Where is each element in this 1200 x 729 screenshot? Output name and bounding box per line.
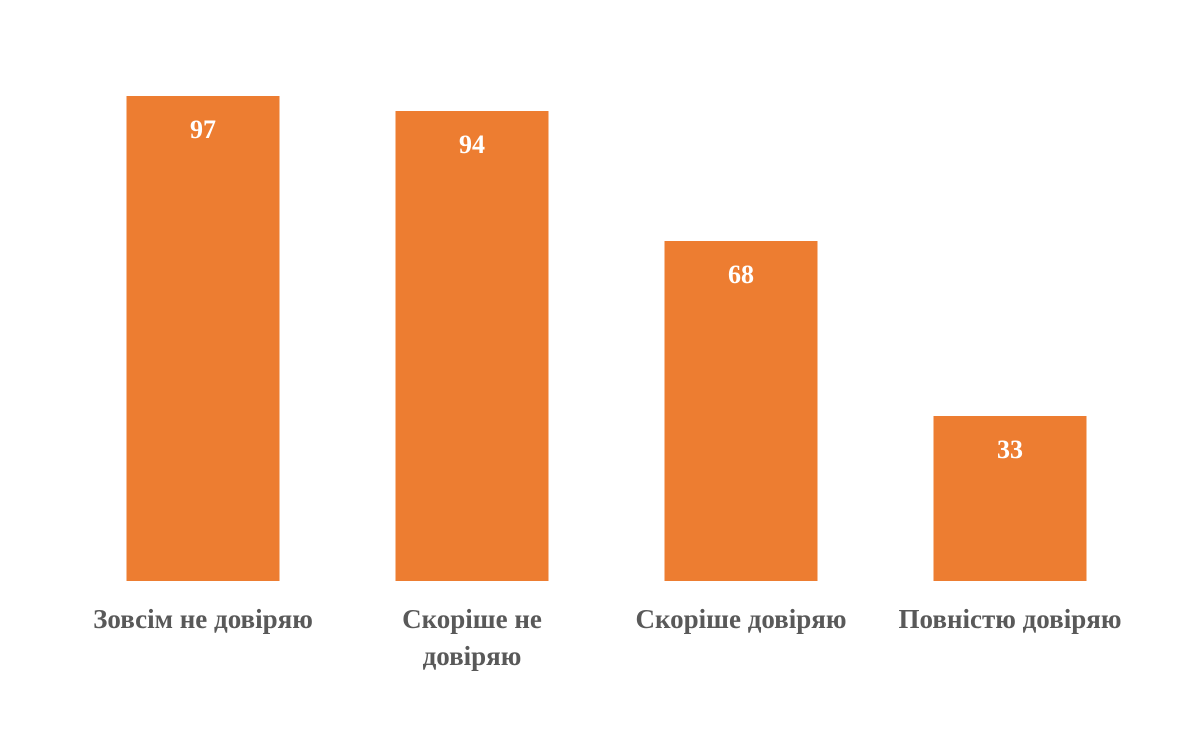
category-label-1: Зовсім не довіряю [93,604,313,634]
bar-value-label-4: 33 [997,435,1023,464]
bar-4 [933,416,1087,581]
bars-layer [126,96,1087,581]
category-label-line: довіряю [423,641,522,671]
value-labels-layer: 97 94 68 33 [190,115,1023,464]
category-label-3: Скоріше довіряю [635,604,846,634]
category-label-2: Скоріше не довіряю [402,604,542,671]
bar-1 [126,96,280,581]
bar-value-label-2: 94 [459,130,485,159]
bar-2 [395,111,549,581]
bar-3 [664,241,818,581]
category-label-line: Скоріше довіряю [635,604,846,634]
category-label-line: Скоріше не [402,604,542,634]
category-label-4: Повністю довіряю [899,604,1122,634]
category-labels-layer: Зовсім не довіряю Скоріше не довіряюСкоріш… [93,604,1121,671]
category-label-line: Зовсім не довіряю [93,604,313,634]
category-label-line: Повністю довіряю [899,604,1122,634]
bar-value-label-1: 97 [190,115,216,144]
bar-value-label-3: 68 [728,260,754,289]
